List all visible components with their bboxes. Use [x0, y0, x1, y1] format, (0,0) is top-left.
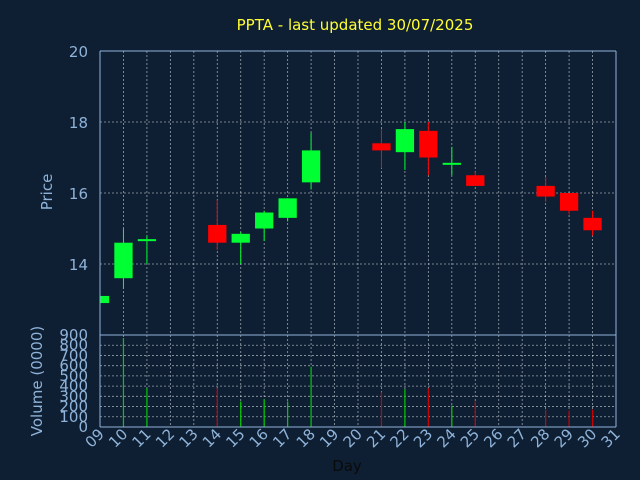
- candle: [137, 235, 157, 264]
- volume-tick-label: 300: [59, 387, 88, 405]
- candle-body: [255, 212, 274, 229]
- chart-title: PPTA - last updated 30/07/2025: [237, 16, 474, 34]
- volume-tick-label: 700: [59, 346, 88, 364]
- candle: [466, 171, 485, 186]
- volume-tick-label: 200: [59, 398, 88, 416]
- candle-body: [419, 130, 438, 158]
- candle-body: [100, 295, 110, 304]
- candle: [419, 122, 438, 176]
- price-tick-label: 14: [69, 256, 88, 274]
- candle-body: [301, 150, 321, 183]
- candle: [231, 232, 250, 264]
- candle: [114, 228, 133, 289]
- x-axis-label: Day: [332, 457, 362, 475]
- volume-tick-label: 0: [78, 418, 88, 436]
- volume-tick-label: 900: [59, 326, 88, 344]
- candle-body: [137, 239, 157, 242]
- price-axis-label: Price: [38, 174, 56, 211]
- candle: [278, 198, 297, 222]
- candle: [395, 122, 415, 170]
- candle-body: [466, 175, 485, 186]
- candle: [583, 210, 602, 236]
- volume-tick-label: 800: [59, 336, 88, 354]
- price-tick-label: 20: [69, 43, 88, 61]
- candle-body: [442, 162, 461, 165]
- candle: [255, 210, 274, 241]
- volume-tick-label: 400: [59, 377, 88, 395]
- price-tick-label: 16: [69, 185, 88, 203]
- price-tick-labels: 14 16 18 20: [69, 43, 88, 274]
- volume-axis-label: Volume (0000): [28, 326, 46, 436]
- candle: [372, 129, 391, 169]
- candle: [208, 200, 227, 250]
- volume-tick-label: 100: [59, 408, 88, 426]
- candle-body: [208, 224, 227, 243]
- candle: [99, 295, 110, 304]
- candle: [301, 132, 321, 190]
- candle-body: [536, 185, 555, 197]
- candle-body: [372, 143, 391, 151]
- candle: [442, 146, 461, 176]
- volume-tick-label: 500: [59, 367, 88, 385]
- candle-body: [395, 129, 415, 153]
- candle-body: [114, 242, 133, 279]
- volume-tick-label: 600: [59, 357, 88, 375]
- candle-body: [231, 233, 250, 243]
- x-tick-labels: 0910111213141516171819202122232425262728…: [82, 425, 624, 451]
- candle: [536, 177, 555, 202]
- volume-bars: [122, 338, 594, 427]
- price-tick-label: 18: [69, 114, 88, 132]
- candlesticks: [99, 122, 602, 304]
- candle-body: [583, 217, 602, 231]
- candle-body: [559, 193, 579, 211]
- candle-body: [278, 198, 297, 218]
- plot-frames: [99, 50, 617, 428]
- candle: [559, 193, 579, 215]
